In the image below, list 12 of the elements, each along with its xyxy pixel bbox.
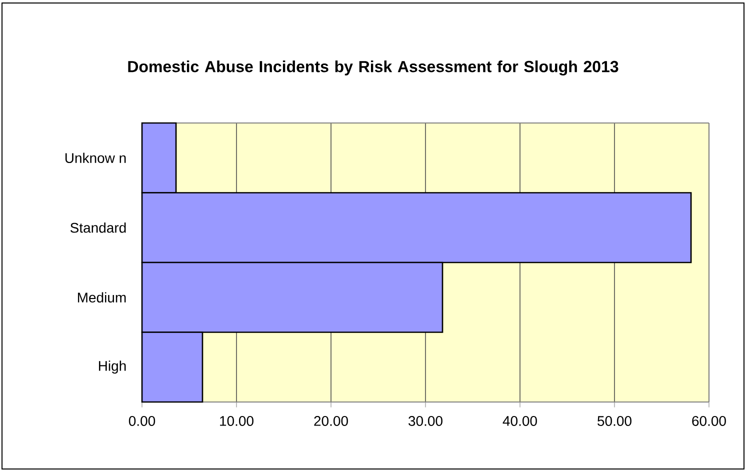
chart-title: Domestic Abuse Incidents by Risk Assessment for Slough 2013 — [128, 60, 618, 76]
x-tick-label: 10.00 — [220, 416, 254, 426]
y-tick-label: Medium — [78, 292, 126, 303]
x-tick-label: 60.00 — [692, 416, 726, 426]
x-tick-label: 40.00 — [502, 416, 537, 426]
y-tick-label: High — [98, 360, 126, 374]
x-tick-label: 20.00 — [314, 416, 348, 426]
x-tick-label: 0.00 — [128, 416, 156, 426]
x-tick-label: 30.00 — [408, 416, 442, 426]
x-tick-label: 50.00 — [598, 416, 632, 426]
y-tick-label: Unknow n — [65, 152, 126, 164]
y-tick-label: Standard — [70, 222, 126, 233]
